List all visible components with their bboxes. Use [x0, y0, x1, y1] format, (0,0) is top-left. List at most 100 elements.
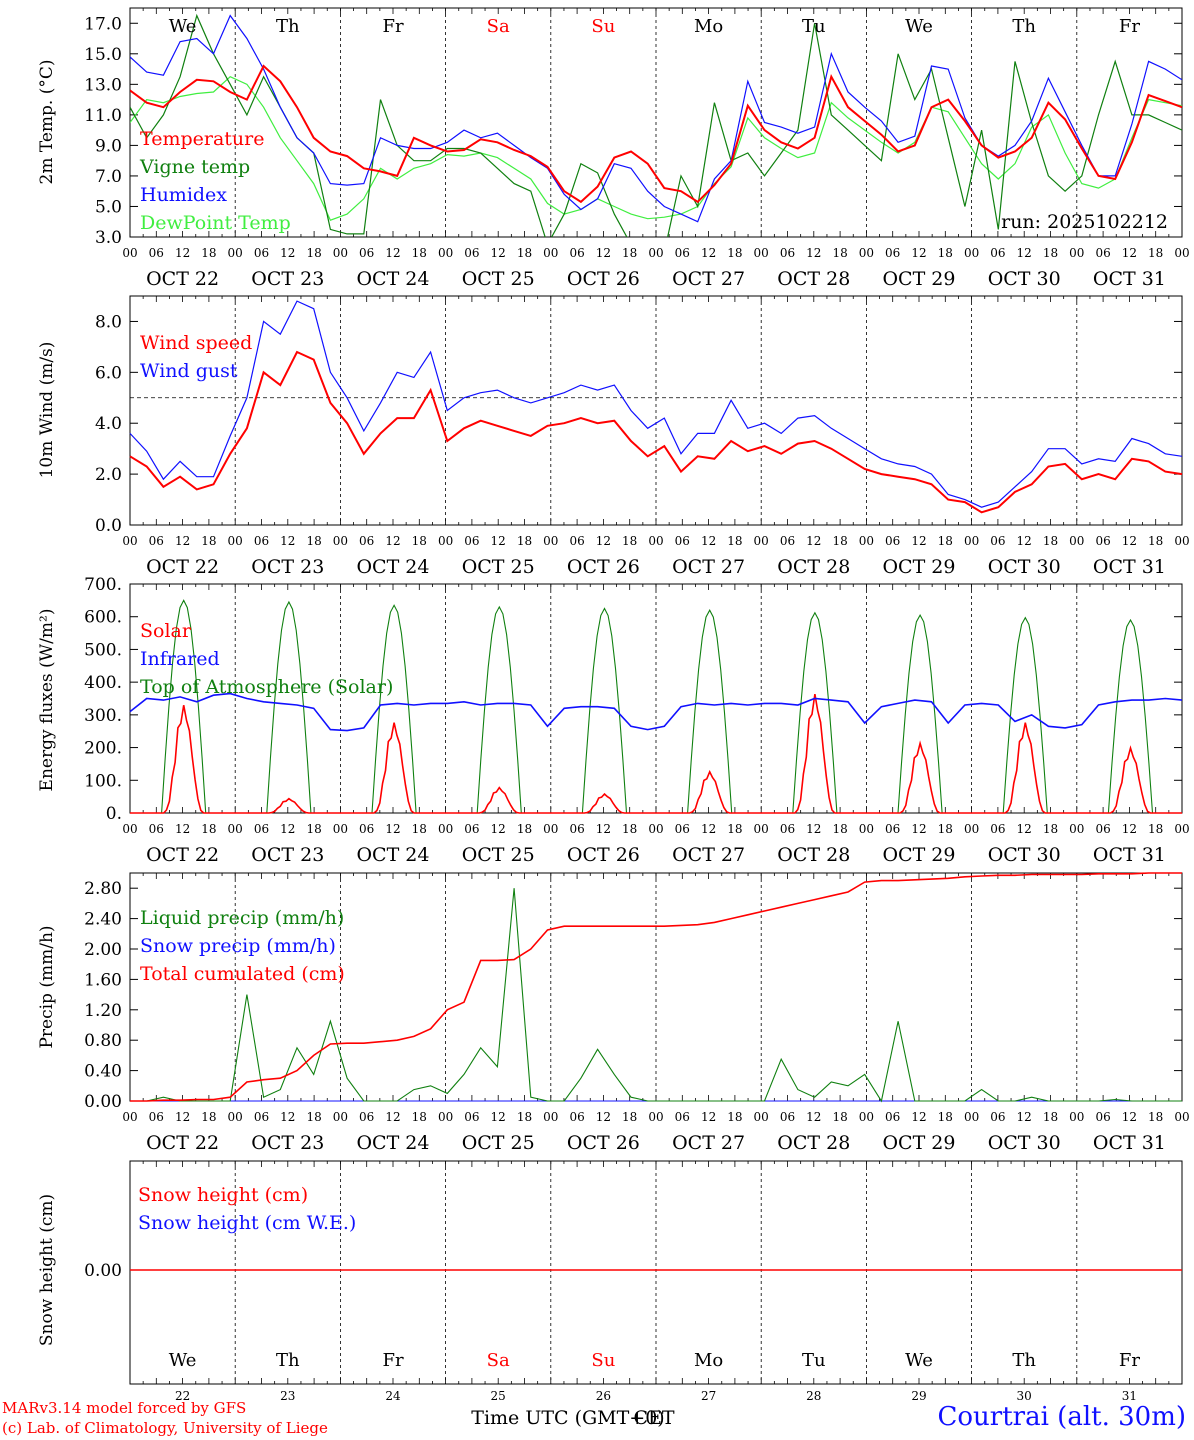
weekday-label: Sa	[487, 16, 510, 37]
hour-tick-label: 00	[543, 1110, 558, 1124]
hour-tick-label: 12	[175, 534, 190, 548]
date-label: OCT 30	[988, 268, 1061, 290]
hour-tick-label: 18	[1043, 822, 1058, 836]
hour-tick-label: 06	[359, 1110, 374, 1124]
y-tick-label: 11.0	[84, 106, 122, 126]
legend-entry: Total cumulated (cm)	[140, 963, 345, 985]
hour-tick-label: 00	[333, 822, 348, 836]
x-axis-title-overprint: CET	[633, 1407, 674, 1429]
hour-tick-label: 18	[727, 534, 742, 548]
hour-tick-label: 18	[727, 246, 742, 260]
legend-entry: Solar	[140, 620, 192, 642]
weekday-label: Fr	[382, 16, 403, 37]
hour-tick-label: 00	[438, 246, 453, 260]
date-label: OCT 29	[882, 1132, 955, 1154]
hour-tick-label: 00	[859, 822, 874, 836]
hour-tick-label: 12	[911, 534, 926, 548]
hour-tick-label: 06	[780, 822, 795, 836]
hour-tick-label: 06	[885, 246, 900, 260]
lab-credit: (c) Lab. of Climatology, University of L…	[2, 1419, 328, 1437]
date-label: OCT 29	[882, 844, 955, 866]
hour-tick-label: 18	[832, 534, 847, 548]
weekday-label: Fr	[1119, 16, 1140, 37]
hour-tick-label: 00	[122, 534, 137, 548]
hour-tick-label: 06	[359, 246, 374, 260]
hour-tick-label: 06	[990, 1110, 1005, 1124]
model-credit: MARv3.14 model forced by GFS	[2, 1399, 247, 1417]
y-axis-title: 10m Wind (m/s)	[37, 342, 57, 479]
hour-tick-label: 12	[596, 1110, 611, 1124]
weekday-label: Tu	[802, 16, 826, 37]
hour-tick-label: 12	[1017, 1110, 1032, 1124]
hour-tick-label: 00	[964, 534, 979, 548]
hour-tick-label: 00	[1174, 1110, 1189, 1124]
day-number-label: 22	[175, 1389, 190, 1403]
date-label: OCT 31	[1093, 268, 1166, 290]
hour-tick-label: 12	[1122, 822, 1137, 836]
date-label: OCT 27	[672, 844, 745, 866]
hour-tick-label: 00	[122, 822, 137, 836]
date-label: OCT 24	[356, 1132, 429, 1154]
hour-tick-label: 06	[675, 822, 690, 836]
weekday-label: Th	[1012, 16, 1036, 37]
series-total-cumulated	[130, 872, 1182, 1102]
hour-tick-label: 12	[1017, 822, 1032, 836]
hour-tick-label: 12	[596, 822, 611, 836]
hour-tick-label: 12	[175, 246, 190, 260]
hour-tick-label: 06	[254, 1110, 269, 1124]
hour-tick-label: 12	[806, 246, 821, 260]
series-infrared	[129, 692, 1183, 732]
hour-tick-label: 06	[1095, 822, 1110, 836]
day-number-label: 25	[491, 1389, 506, 1403]
hour-tick-label: 18	[727, 1110, 742, 1124]
date-label: OCT 25	[462, 1132, 535, 1154]
hour-tick-label: 18	[1043, 1110, 1058, 1124]
hour-tick-label: 06	[569, 1110, 584, 1124]
hour-tick-label: 06	[675, 1110, 690, 1124]
hour-tick-label: 18	[727, 822, 742, 836]
hour-tick-label: 12	[701, 1110, 716, 1124]
hour-tick-label: 00	[648, 1110, 663, 1124]
date-label: OCT 22	[146, 268, 219, 290]
hour-tick-label: 18	[306, 534, 321, 548]
date-label: OCT 23	[251, 844, 324, 866]
day-number-label: 30	[1017, 1389, 1032, 1403]
hour-tick-label: 06	[1095, 534, 1110, 548]
hour-tick-label: 06	[675, 246, 690, 260]
hour-tick-label: 06	[359, 822, 374, 836]
hour-tick-label: 00	[964, 822, 979, 836]
hour-tick-label: 12	[280, 246, 295, 260]
date-label: OCT 30	[988, 556, 1061, 578]
weekday-label: Fr	[1119, 1350, 1140, 1371]
hour-tick-label: 00	[754, 822, 769, 836]
hour-tick-label: 12	[280, 1110, 295, 1124]
legend-entry: Temperature	[140, 128, 264, 150]
y-axis-title: Energy fluxes (W/m²)	[37, 609, 57, 792]
hour-tick-label: 12	[1017, 534, 1032, 548]
date-label: OCT 28	[777, 1132, 850, 1154]
hour-tick-label: 12	[280, 822, 295, 836]
hour-tick-label: 06	[990, 534, 1005, 548]
weekday-label: Th	[1012, 1350, 1036, 1371]
y-tick-label: 2.40	[84, 910, 122, 930]
hour-tick-label: 00	[228, 534, 243, 548]
weekday-label: We	[169, 16, 197, 37]
legend-entry: Snow height (cm W.E.)	[138, 1212, 356, 1234]
y-tick-label: 300.	[84, 706, 122, 726]
y-tick-label: 100.	[84, 771, 122, 791]
y-tick-label: 0.00	[84, 1261, 122, 1281]
hour-tick-label: 18	[306, 1110, 321, 1124]
hour-tick-label: 06	[675, 534, 690, 548]
series-humidex	[130, 14, 1182, 223]
hour-tick-label: 12	[701, 534, 716, 548]
legend-entry: Top of Atmosphere (Solar)	[140, 676, 393, 698]
weekday-label: Su	[591, 16, 615, 37]
hour-tick-label: 00	[438, 1110, 453, 1124]
hour-tick-label: 18	[622, 822, 637, 836]
hour-tick-label: 12	[806, 822, 821, 836]
date-label: OCT 27	[672, 268, 745, 290]
hour-tick-label: 12	[701, 822, 716, 836]
hour-tick-label: 12	[596, 246, 611, 260]
hour-tick-label: 18	[1043, 534, 1058, 548]
